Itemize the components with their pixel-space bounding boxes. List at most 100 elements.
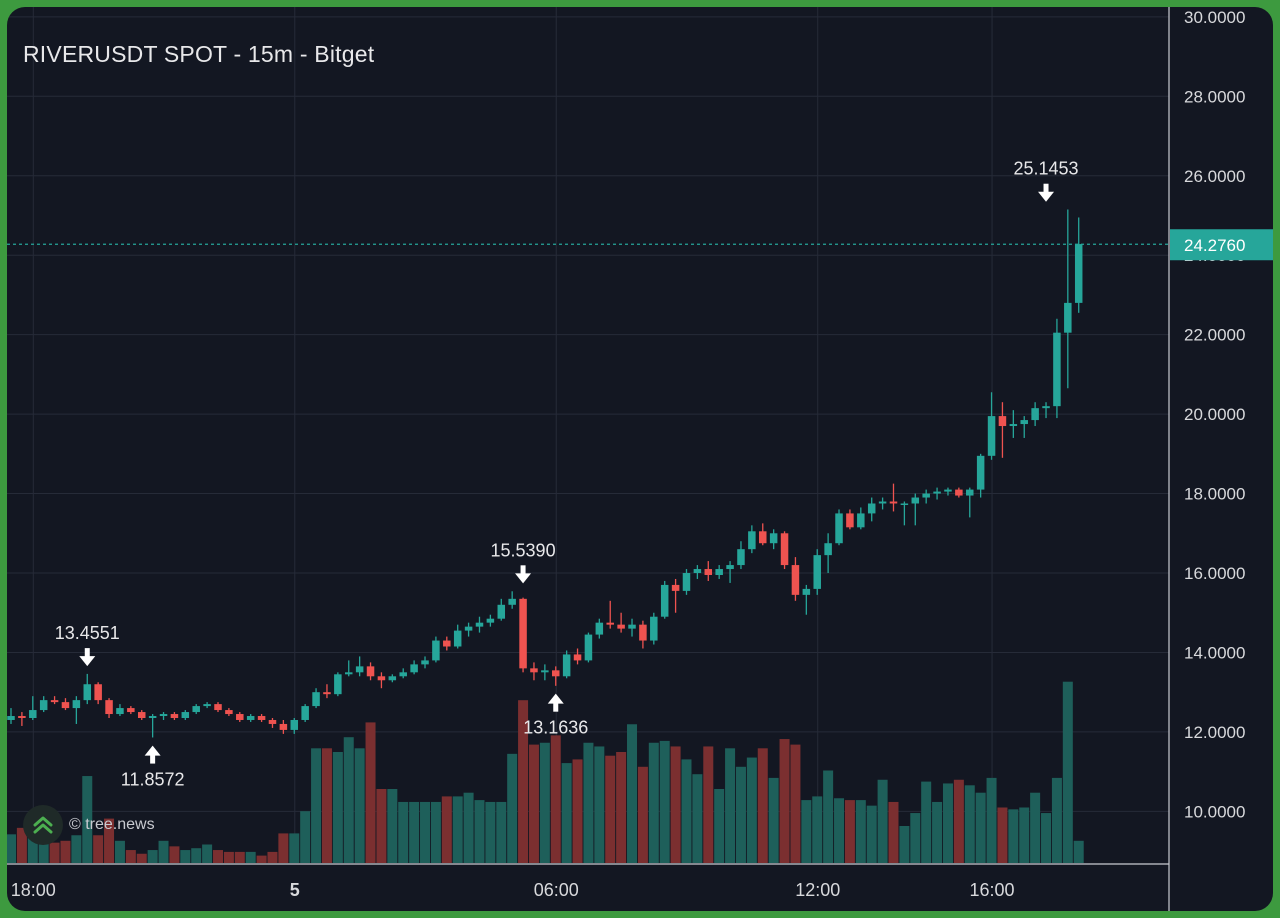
volume-bar: [420, 801, 431, 863]
y-tick-label: 16.0000: [1184, 564, 1245, 583]
volume-bar: [539, 742, 550, 863]
candle-body: [432, 640, 440, 661]
volume-bar: [1062, 681, 1073, 863]
tree-news-logo-icon: [23, 805, 63, 845]
candle-body: [355, 666, 364, 673]
candle-body: [671, 584, 680, 591]
candle-body: [835, 513, 843, 544]
candle-body: [290, 719, 299, 730]
volume-bar: [507, 753, 518, 863]
candle-body: [94, 684, 102, 701]
low-annotation-label: 13.1636: [523, 718, 588, 738]
volume-bar: [746, 757, 757, 863]
watermark-text: © tree.news: [69, 816, 155, 833]
volume-bar: [768, 777, 779, 863]
volume-bar: [834, 798, 845, 863]
volume-bar: [365, 722, 376, 863]
candle-body: [617, 624, 625, 629]
volume-bar: [7, 834, 16, 863]
candle-body: [377, 676, 386, 681]
volume-bar: [474, 800, 485, 863]
volume-bar: [812, 796, 823, 863]
candle-body: [987, 416, 996, 456]
volume-bar: [681, 759, 692, 863]
low-marker-arrow-icon: [144, 745, 161, 764]
candle-body: [650, 616, 658, 641]
candle-body: [966, 489, 974, 496]
candle-body: [268, 719, 277, 724]
volume-bar: [125, 850, 136, 863]
volume-bar: [496, 801, 507, 863]
volume-bar: [1030, 792, 1041, 863]
candle-body: [334, 674, 342, 695]
candle-body: [312, 692, 320, 707]
y-tick-label: 12.0000: [1184, 723, 1245, 742]
volume-bar: [180, 850, 191, 863]
candle-body: [780, 533, 789, 566]
volume-bar: [321, 748, 332, 863]
candle-body: [748, 531, 756, 550]
candle-body: [715, 569, 723, 575]
last-price-badge: [1170, 229, 1273, 261]
candle-body: [955, 489, 963, 496]
volume-bar: [1073, 840, 1084, 863]
volume-bar: [452, 796, 463, 863]
volume-bar: [343, 737, 354, 863]
volume-bar: [1019, 807, 1030, 863]
candle-body: [867, 503, 876, 514]
high-marker-arrow-icon: [1038, 183, 1055, 202]
volume-bar: [16, 827, 27, 863]
watermark: © tree.news: [23, 805, 155, 845]
candle-body: [246, 716, 255, 720]
high-annotation-label: 15.5390: [491, 540, 556, 560]
volume-bar: [932, 801, 943, 863]
candle-body: [410, 664, 418, 673]
candle-body: [704, 569, 713, 575]
candle-body: [225, 710, 233, 715]
x-tick-label: 06:00: [534, 880, 579, 900]
candle-body: [562, 654, 571, 677]
candle-body: [83, 684, 92, 701]
volume-bar: [801, 800, 812, 863]
volume-bar: [202, 844, 213, 863]
chart-frame: 30.000028.000026.000024.000022.000020.00…: [7, 7, 1273, 911]
volume-bar: [49, 842, 60, 863]
candle-body: [1064, 302, 1072, 333]
volume-bar: [605, 755, 616, 863]
candle-body: [878, 501, 887, 504]
y-tick-label: 28.0000: [1184, 87, 1245, 106]
volume-bar: [997, 807, 1008, 863]
candle-body: [236, 714, 244, 720]
candle-body: [737, 549, 745, 566]
candle-body: [50, 700, 59, 703]
y-tick-label: 14.0000: [1184, 643, 1245, 662]
candle-body: [127, 708, 135, 713]
chart-title: RIVERUSDT SPOT - 15m - Bitget: [23, 41, 375, 67]
candlestick-chart[interactable]: 30.000028.000026.000024.000022.000020.00…: [7, 7, 1273, 911]
candle-body: [192, 706, 200, 713]
candle-body: [584, 634, 593, 661]
volume-bar: [866, 805, 877, 863]
volume-bar: [844, 800, 855, 863]
candle-body: [944, 489, 952, 492]
volume-bar: [550, 735, 561, 863]
x-tick-label: 16:00: [970, 880, 1015, 900]
volume-bar: [942, 783, 953, 863]
volume-bar: [583, 742, 594, 863]
x-tick-label: 12:00: [795, 880, 840, 900]
candle-body: [279, 723, 288, 730]
volume-bar: [398, 801, 409, 863]
candle-body: [475, 622, 484, 627]
volume-bar: [300, 811, 311, 863]
candle-body: [148, 716, 157, 719]
candle-body: [1042, 406, 1050, 409]
candle-body: [18, 716, 26, 719]
x-tick-label: 5: [290, 880, 300, 900]
volume-bar: [561, 763, 572, 863]
volume-bar: [528, 744, 539, 863]
volume-bar: [899, 826, 910, 863]
candle-body: [857, 513, 865, 528]
y-tick-label: 26.0000: [1184, 167, 1245, 186]
volume-bar: [572, 759, 583, 863]
candle-body: [203, 704, 211, 707]
